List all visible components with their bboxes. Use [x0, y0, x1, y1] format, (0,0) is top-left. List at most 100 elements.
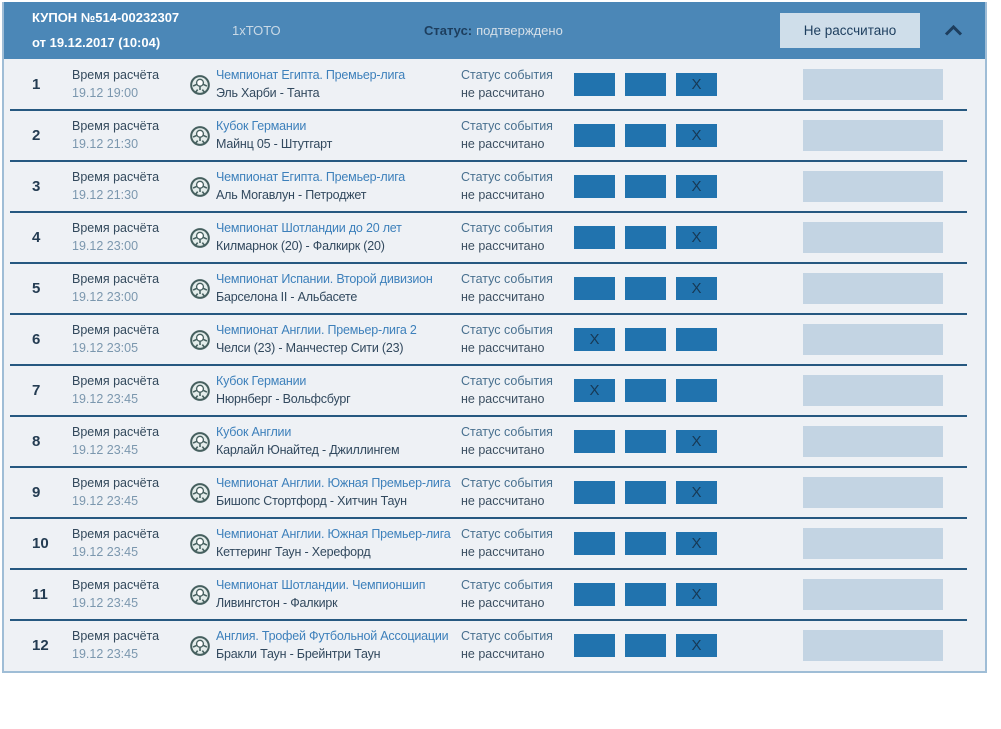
match-name: Килмарнок (20) - Фалкирк (20) — [216, 238, 385, 253]
event-row: 11 Время расчёта 19.12 23:45 Чемпионат Ш… — [4, 569, 985, 621]
league-link[interactable]: Чемпионат Англии. Южная Премьер-лига — [216, 527, 451, 541]
bet-cell-x[interactable] — [625, 73, 666, 96]
result-box — [803, 120, 943, 151]
bet-cell-1[interactable] — [574, 277, 615, 300]
event-status-block: Статус события не рассчитано — [461, 67, 574, 102]
event-status-label: Статус события — [461, 119, 553, 133]
bet-cell-1[interactable] — [574, 583, 615, 606]
bet-cell-1[interactable]: X — [574, 379, 615, 402]
bet-cell-2[interactable] — [676, 328, 717, 351]
league-link[interactable]: Чемпионат Египта. Премьер-лига — [216, 170, 406, 184]
bet-cell-x[interactable] — [625, 430, 666, 453]
bet-cell-1[interactable] — [574, 226, 615, 249]
bet-cells: X — [574, 226, 717, 249]
bet-cell-1[interactable] — [574, 634, 615, 657]
event-row: 7 Время расчёта 19.12 23:45 Кубок Герман… — [4, 365, 985, 417]
event-status-label: Статус события — [461, 170, 553, 184]
event-status-value: не рассчитано — [461, 493, 545, 508]
soccer-ball-icon — [190, 380, 210, 401]
bet-cell-2[interactable] — [676, 379, 717, 402]
calc-time-value: 19.12 21:30 — [72, 136, 139, 151]
bet-cell-2[interactable]: X — [676, 277, 717, 300]
result-box — [803, 528, 943, 559]
calc-time-value: 19.12 23:45 — [72, 646, 139, 661]
bet-cell-2[interactable]: X — [676, 481, 717, 504]
calc-time-value: 19.12 23:45 — [72, 493, 139, 508]
calc-time-label: Время расчёта — [72, 119, 160, 133]
bet-cell-1[interactable]: X — [574, 328, 615, 351]
bet-cells: X — [574, 481, 717, 504]
event-status-value: не рассчитано — [461, 595, 545, 610]
result-button[interactable]: Не рассчитано — [780, 13, 920, 48]
league-link[interactable]: Чемпионат Египта. Премьер-лига — [216, 68, 406, 82]
event-number: 9 — [32, 484, 41, 501]
soccer-ball-icon — [190, 635, 210, 656]
bet-cell-2[interactable]: X — [676, 430, 717, 453]
event-block: Кубок Германии Нюрнберг - Вольфсбург — [190, 373, 461, 408]
event-status-value: не рассчитано — [461, 187, 545, 202]
event-row: 8 Время расчёта 19.12 23:45 Кубок Англии… — [4, 416, 985, 468]
bet-cell-2[interactable]: X — [676, 583, 717, 606]
result-box — [803, 171, 943, 202]
event-row: 4 Время расчёта 19.12 23:00 Чемпионат Шо… — [4, 212, 985, 264]
bet-cell-1[interactable] — [574, 175, 615, 198]
bet-cell-x[interactable] — [625, 124, 666, 147]
bet-cell-x[interactable] — [625, 583, 666, 606]
bet-cell-1[interactable] — [574, 532, 615, 555]
bet-cell-1[interactable] — [574, 481, 615, 504]
bet-cell-1[interactable] — [574, 430, 615, 453]
bet-cell-2[interactable]: X — [676, 634, 717, 657]
league-link[interactable]: Чемпионат Испании. Второй дивизион — [216, 272, 433, 286]
calc-time-block: Время расчёта 19.12 19:00 — [72, 67, 190, 102]
calc-time-block: Время расчёта 19.12 21:30 — [72, 169, 190, 204]
soccer-ball-icon — [190, 431, 210, 452]
league-link[interactable]: Кубок Англии — [216, 425, 292, 439]
bet-cell-x[interactable] — [625, 481, 666, 504]
event-status-label: Статус события — [461, 629, 553, 643]
event-status-label: Статус события — [461, 323, 553, 337]
bet-cell-2[interactable]: X — [676, 226, 717, 249]
bet-cell-x[interactable] — [625, 175, 666, 198]
bet-cell-x[interactable] — [625, 532, 666, 555]
league-link[interactable]: Чемпионат Англии. Премьер-лига 2 — [216, 323, 417, 337]
result-box — [803, 375, 943, 406]
coupon-number: КУПОН №514-00232307 — [32, 10, 180, 26]
event-number: 6 — [32, 331, 41, 348]
calc-time-value: 19.12 21:30 — [72, 187, 139, 202]
bet-cell-x[interactable] — [625, 634, 666, 657]
event-text: Чемпионат Шотландии. Чемпионшип Ливингст… — [216, 577, 459, 612]
bet-cells: X — [574, 73, 717, 96]
calc-time-value: 19.12 23:45 — [72, 442, 139, 457]
bet-cell-2[interactable]: X — [676, 532, 717, 555]
league-link[interactable]: Кубок Германии — [216, 119, 307, 133]
event-text: Чемпионат Египта. Премьер-лига Аль Могав… — [216, 169, 459, 204]
bet-cell-x[interactable] — [625, 277, 666, 300]
event-number: 8 — [32, 433, 41, 450]
league-link[interactable]: Англия. Трофей Футбольной Ассоциации — [216, 629, 449, 643]
brand-label: 1xТОТО — [232, 23, 281, 38]
event-text: Чемпионат Англии. Южная Премьер-лига Кет… — [216, 526, 459, 561]
event-block: Чемпионат Англии. Премьер-лига 2 Челси (… — [190, 322, 461, 357]
page: КУПОН №514-00232307 от 19.12.2017 (10:04… — [2, 2, 987, 673]
event-status-label: Статус события — [461, 476, 553, 490]
match-name: Челси (23) - Манчестер Сити (23) — [216, 340, 404, 355]
league-link[interactable]: Чемпионат Шотландии. Чемпионшип — [216, 578, 426, 592]
bet-cell-2[interactable]: X — [676, 73, 717, 96]
event-status-label: Статус события — [461, 527, 553, 541]
coupon-header: КУПОН №514-00232307 от 19.12.2017 (10:04… — [4, 2, 985, 59]
league-link[interactable]: Кубок Германии — [216, 374, 307, 388]
bet-cell-x[interactable] — [625, 379, 666, 402]
event-text: Кубок Германии Нюрнберг - Вольфсбург — [216, 373, 459, 408]
bet-cell-1[interactable] — [574, 124, 615, 147]
collapse-chevron-icon[interactable] — [944, 25, 963, 36]
calc-time-value: 19.12 23:05 — [72, 340, 139, 355]
league-link[interactable]: Чемпионат Англии. Южная Премьер-лига — [216, 476, 451, 490]
bet-cell-2[interactable]: X — [676, 124, 717, 147]
bet-cell-2[interactable]: X — [676, 175, 717, 198]
league-link[interactable]: Чемпионат Шотландии до 20 лет — [216, 221, 402, 235]
event-status-block: Статус события не рассчитано — [461, 118, 574, 153]
calc-time-label: Время расчёта — [72, 374, 160, 388]
bet-cell-x[interactable] — [625, 328, 666, 351]
bet-cell-x[interactable] — [625, 226, 666, 249]
bet-cell-1[interactable] — [574, 73, 615, 96]
